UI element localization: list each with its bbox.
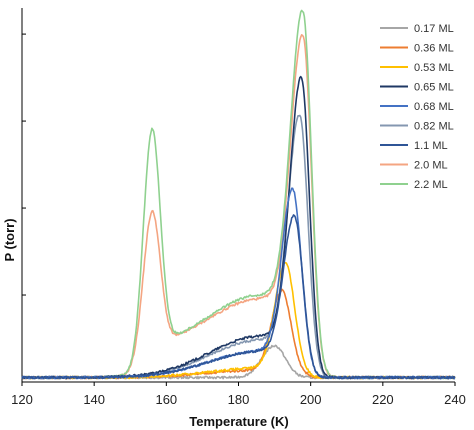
chart-ticks: 120 140 160 180 200 220 240	[11, 382, 466, 407]
series-line-0-17-ml	[21, 344, 456, 380]
x-tick-label: 120	[11, 392, 33, 407]
legend-label: 0.53 ML	[414, 62, 454, 74]
legend-label: 0.82 ML	[414, 121, 454, 133]
chart-series-layer	[21, 9, 456, 380]
legend-label: 2.2 ML	[414, 179, 448, 191]
legend-label: 2.0 ML	[414, 160, 448, 172]
x-tick-label: 220	[372, 392, 394, 407]
chart-axes	[21, 8, 455, 383]
y-axis-label: P (torr)	[2, 218, 17, 261]
series-line-0-68-ml	[21, 187, 456, 380]
series-line-0-53-ml	[21, 261, 456, 380]
x-tick-label: 240	[444, 392, 466, 407]
legend-label: 0.36 ML	[414, 43, 454, 55]
chart-legend: 0.17 ML 0.36 ML 0.53 ML 0.65 ML 0.68 ML 0.82 …	[380, 23, 454, 191]
x-tick-label: 200	[300, 392, 322, 407]
legend-label: 0.17 ML	[414, 23, 454, 35]
series-line-0-65-ml	[21, 75, 456, 380]
x-tick-label: 140	[83, 392, 105, 407]
legend-label: 1.1 ML	[414, 140, 448, 152]
legend-label: 0.68 ML	[414, 101, 454, 113]
x-tick-label: 160	[155, 392, 177, 407]
legend-label: 0.65 ML	[414, 82, 454, 94]
x-tick-label: 180	[228, 392, 250, 407]
x-axis-label: Temperature (K)	[189, 414, 288, 429]
series-line-2-2-ml	[21, 9, 456, 380]
series-line-1-1-ml	[21, 214, 456, 380]
